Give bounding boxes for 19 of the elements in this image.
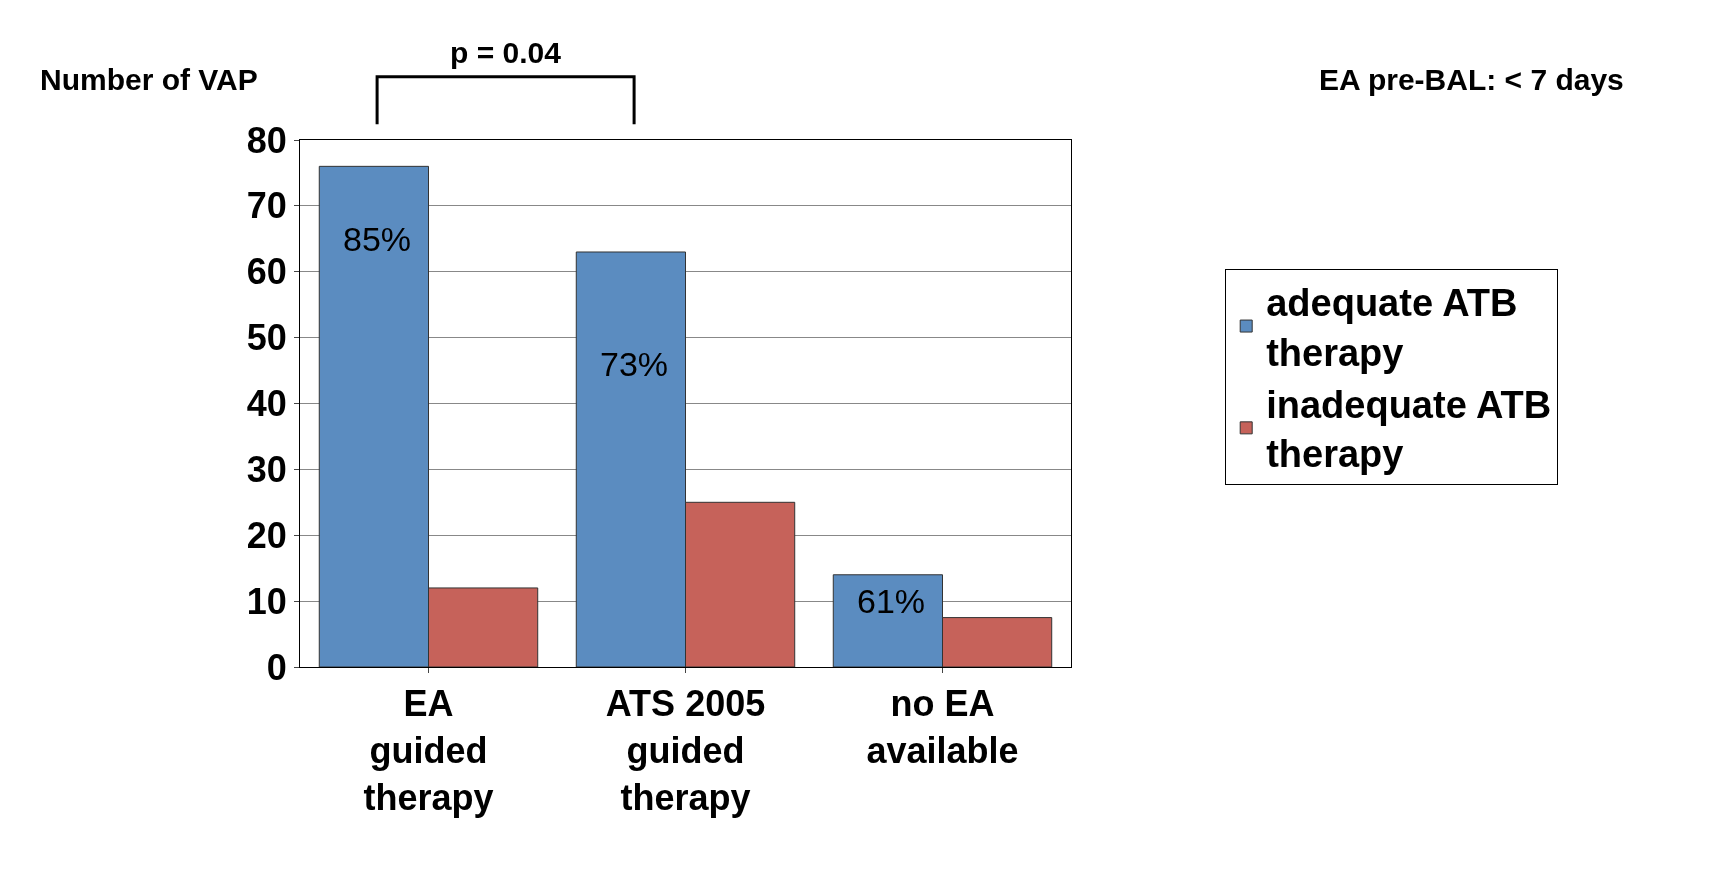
y-tick-label: 20 — [246, 514, 287, 556]
x-tick-label: ATS 2005 guided therapy — [605, 683, 766, 818]
x-tick-label: no EA available — [866, 683, 1019, 771]
annotation: 73% — [600, 345, 669, 383]
y-tick-label: 50 — [246, 317, 287, 359]
legend-label: inadequate ATB therapy — [1266, 383, 1552, 476]
annotation: 61% — [857, 582, 926, 620]
y-tick-label: 60 — [246, 251, 287, 293]
text: EA pre-BAL: < 7 days — [1319, 63, 1624, 96]
y-axis-title: Number of VAP — [40, 63, 258, 96]
annotation: 85% — [343, 220, 412, 258]
y-tick-label: 70 — [246, 185, 287, 227]
y-tick-label: 80 — [246, 119, 287, 161]
x-tick-label: EA guided therapy — [363, 683, 494, 818]
y-tick-label: 40 — [246, 383, 287, 425]
y-tick-label: 30 — [246, 448, 287, 490]
y-tick-label: 0 — [266, 646, 287, 688]
text: p = 0.04 — [450, 36, 562, 69]
y-tick-label: 10 — [246, 580, 287, 622]
